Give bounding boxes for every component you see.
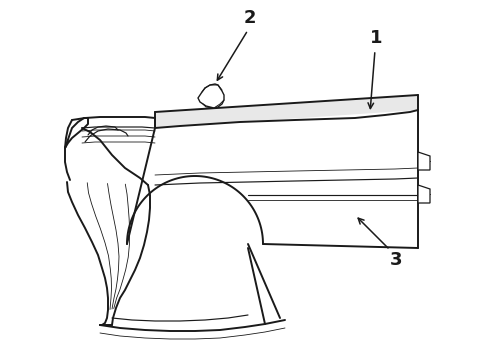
Text: 3: 3 bbox=[390, 251, 402, 269]
Polygon shape bbox=[127, 110, 418, 248]
Polygon shape bbox=[418, 185, 430, 203]
Polygon shape bbox=[67, 182, 150, 325]
Polygon shape bbox=[198, 84, 224, 108]
Text: 1: 1 bbox=[370, 29, 382, 47]
Polygon shape bbox=[418, 152, 430, 170]
Polygon shape bbox=[155, 95, 418, 128]
Text: 2: 2 bbox=[244, 9, 256, 27]
